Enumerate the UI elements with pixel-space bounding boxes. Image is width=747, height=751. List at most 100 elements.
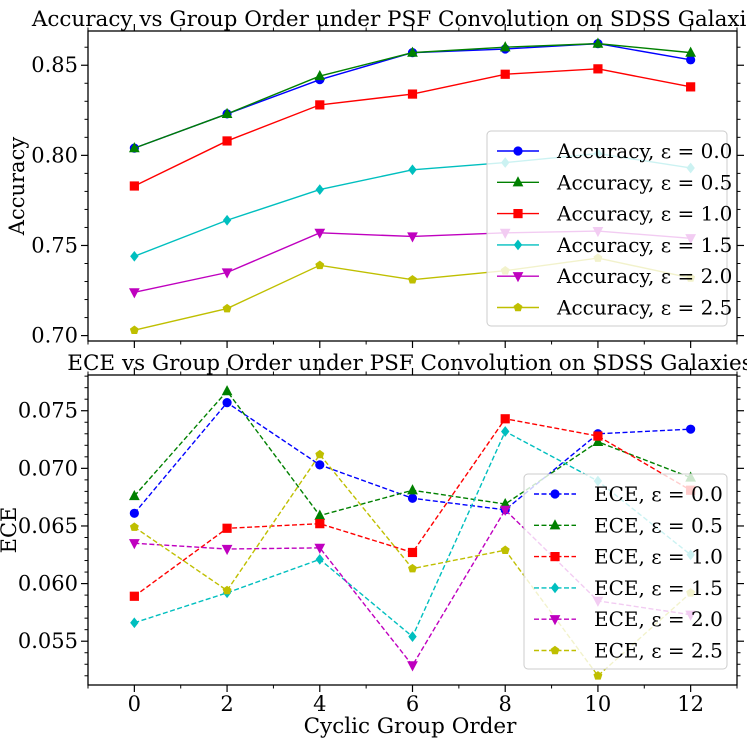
accuracy-legend-entry: Accuracy, ε = 0.5 [556, 170, 732, 194]
accuracy-y-tick-label: 0.70 [31, 324, 78, 348]
ece-data-point [500, 545, 510, 554]
ece-y-tick-label: 0.075 [18, 399, 78, 423]
accuracy-data-point [686, 55, 696, 65]
accuracy-y-tick-label: 0.75 [31, 233, 78, 257]
ece-data-point [314, 543, 326, 554]
accuracy-data-point [592, 37, 604, 48]
ece-x-tick-label: 12 [677, 692, 704, 716]
accuracy-data-point [221, 268, 233, 279]
accuracy-data-point [314, 70, 326, 81]
ece-y-tick-label: 0.060 [18, 572, 78, 596]
ece-data-point [221, 544, 233, 556]
accuracy-data-point [593, 64, 603, 74]
ece-y-tick-label: 0.070 [18, 456, 78, 480]
accuracy-data-point [222, 136, 232, 146]
ece-legend-entry: ECE, ε = 2.5 [594, 639, 723, 663]
ece-data-point [407, 547, 418, 558]
accuracy-data-point [315, 260, 325, 270]
ece-data-point [407, 661, 418, 672]
accuracy-y-axis-label: Accuracy [5, 137, 29, 237]
accuracy-data-point [128, 142, 140, 153]
ece-data-point [222, 523, 232, 533]
ece-axes-frame [87, 374, 738, 686]
accuracy-data-point [222, 214, 232, 226]
accuracy-y-tick-label: 0.85 [31, 53, 78, 77]
ece-data-point [499, 505, 511, 516]
accuracy-legend-entry: Accuracy, ε = 1.0 [556, 202, 732, 226]
accuracy-axes-frame [87, 30, 738, 342]
accuracy-data-point [222, 303, 232, 313]
ece-y-axis-label: ECE [0, 507, 21, 554]
ece-legend-entry: ECE, ε = 0.5 [594, 513, 723, 537]
accuracy-data-point [500, 69, 510, 79]
ece-data-point [221, 385, 233, 396]
ece-data-point [686, 424, 696, 434]
ece-legend-marker [549, 519, 561, 530]
accuracy-legend-marker [512, 176, 524, 187]
ece-legend [523, 473, 728, 670]
accuracy-data-point [407, 232, 418, 243]
ece-data-point [315, 554, 324, 565]
accuracy-legend-marker [513, 146, 523, 156]
ece-legend-marker [550, 552, 560, 562]
ece-legend-marker [550, 645, 560, 655]
accuracy-data-point [129, 181, 139, 191]
ece-data-point [593, 431, 603, 441]
accuracy-panel: Accuracy vs Group Order under PSF Convol… [5, 7, 747, 348]
accuracy-data-point [686, 82, 696, 92]
ece-data-point [315, 460, 325, 470]
accuracy-legend-entry: Accuracy, ε = 1.5 [556, 233, 732, 257]
accuracy-data-point [685, 46, 697, 57]
accuracy-data-point [128, 288, 140, 299]
ece-data-point [129, 522, 139, 531]
accuracy-data-point [315, 184, 324, 195]
ece-legend-entry: ECE, ε = 1.0 [594, 545, 723, 569]
ece-data-point [129, 591, 139, 601]
ece-legend-marker [549, 615, 561, 626]
ece-legend-marker [550, 582, 560, 594]
ece-legend-entry: ECE, ε = 2.0 [594, 607, 723, 631]
accuracy-legend-entry: Accuracy, ε = 2.5 [556, 296, 732, 320]
ece-data-point [407, 493, 418, 503]
ece-x-tick-label: 6 [406, 692, 419, 716]
ece-data-point [501, 426, 510, 437]
accuracy-data-point [407, 89, 418, 99]
accuracy-chart-title: Accuracy vs Group Order under PSF Convol… [31, 7, 747, 32]
ece-data-point [128, 489, 140, 501]
accuracy-data-point [129, 325, 139, 334]
accuracy-y-tick-label: 0.80 [31, 143, 78, 167]
ece-x-tick-label: 0 [128, 692, 141, 716]
accuracy-data-point [407, 46, 418, 57]
ece-data-point [222, 398, 232, 408]
ece-data-point [592, 435, 604, 446]
accuracy-data-point [408, 164, 417, 176]
ece-data-point [408, 631, 417, 642]
ece-chart-title: ECE vs Group Order under PSF Convolution… [67, 351, 747, 376]
accuracy-data-point [130, 250, 139, 262]
ece-legend-marker [550, 489, 560, 499]
ece-data-point [130, 617, 139, 629]
ece-panel: ECE vs Group Order under PSF Convolution… [0, 351, 747, 716]
ece-data-point [129, 508, 139, 518]
ece-legend-entry: ECE, ε = 0.0 [594, 482, 723, 506]
ece-y-tick-label: 0.065 [18, 514, 78, 538]
ece-x-tick-label: 4 [313, 692, 326, 716]
ece-data-point [408, 563, 417, 573]
ece-x-tick-label: 2 [220, 692, 233, 716]
accuracy-data-point [221, 107, 233, 119]
accuracy-legend-entry: Accuracy, ε = 2.0 [556, 264, 732, 288]
ece-data-point [315, 519, 325, 529]
accuracy-legend-marker [513, 239, 523, 251]
ece-data-point [315, 449, 325, 459]
accuracy-legend-marker [513, 302, 523, 312]
accuracy-legend-marker [513, 208, 523, 219]
ece-data-point [222, 585, 232, 595]
ece-x-tick-label: 8 [499, 692, 512, 716]
accuracy-legend-entry: Accuracy, ε = 0.0 [556, 139, 732, 163]
accuracy-data-point [408, 275, 417, 284]
ece-y-tick-label: 0.055 [18, 629, 78, 653]
accuracy-legend [486, 130, 728, 327]
ece-data-point [593, 671, 603, 680]
